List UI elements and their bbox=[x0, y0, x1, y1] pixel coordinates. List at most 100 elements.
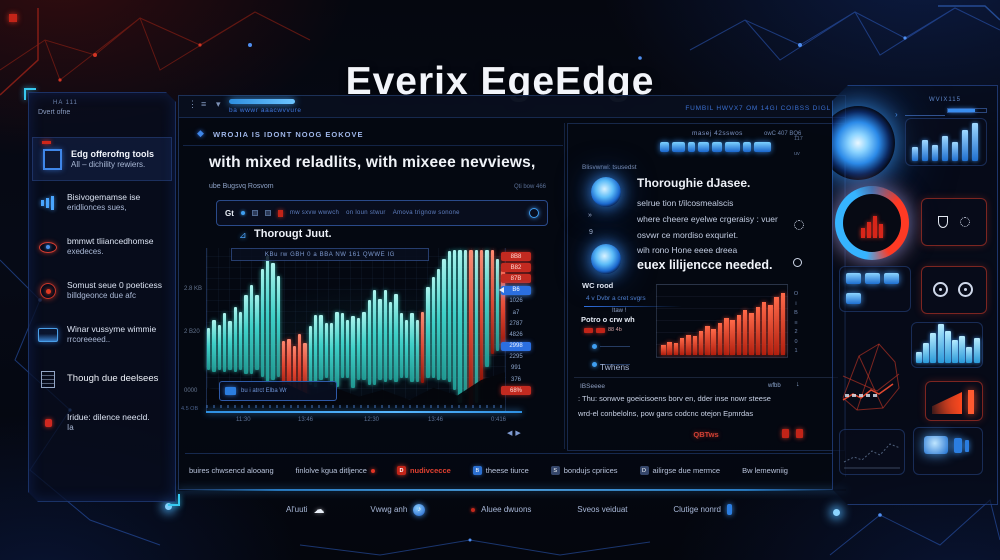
sidebar-item-line2: eridlionces sues, bbox=[67, 203, 127, 213]
glow-icon[interactable] bbox=[660, 142, 669, 152]
alert-text: QBTws bbox=[693, 430, 719, 439]
mini-section-link[interactable]: 4 v Dvbr a cret svgrs bbox=[586, 295, 646, 302]
kebab-menu-icon[interactable]: ⋮ bbox=[188, 99, 197, 109]
hud-bar bbox=[912, 147, 918, 161]
chart-bar bbox=[234, 307, 237, 372]
square-tool-icon[interactable] bbox=[265, 210, 271, 216]
legend-label: bu i atrct Elba Wr bbox=[241, 388, 287, 394]
sidebar-item-5[interactable]: Winar vussyme wimmie rrcoreeeed.. bbox=[29, 313, 175, 357]
glow-icon[interactable] bbox=[712, 142, 722, 152]
chart-bar bbox=[218, 325, 221, 371]
chart-bar bbox=[287, 339, 290, 398]
bar bbox=[46, 198, 49, 208]
sidebar-item-1[interactable]: Edg offerofng tools All – dichility rewie… bbox=[32, 137, 172, 181]
chart-legend[interactable]: bu i atrct Elba Wr bbox=[219, 381, 337, 401]
chart-bar bbox=[475, 250, 478, 403]
frame-icon bbox=[41, 148, 63, 170]
footer-item-1[interactable]: Al'uuti ☁ bbox=[286, 503, 325, 516]
mini-chart-bars bbox=[657, 285, 787, 357]
price-label: 991 bbox=[510, 365, 521, 372]
red-wireframe-graphic bbox=[837, 336, 907, 416]
square-tool-icon[interactable] bbox=[252, 210, 258, 216]
footer-item-3[interactable]: Aluee dwuons bbox=[471, 505, 531, 514]
toolbar-mini-text[interactable]: mw sxvw wwwch bbox=[289, 210, 340, 216]
candlestick-chart[interactable] bbox=[206, 248, 506, 411]
tab-2[interactable]: finlolve kgua ditljence bbox=[296, 466, 375, 475]
scale-mark: 1 bbox=[794, 348, 798, 354]
detail-line: where cheere eyelwe crgeraisy : vuer bbox=[637, 214, 778, 224]
sidebar-item-7[interactable]: Iridue: dilence neecld. Ia bbox=[29, 401, 175, 445]
red-flag-icon[interactable] bbox=[782, 429, 789, 438]
chart-bar bbox=[378, 299, 381, 381]
mini-bar bbox=[737, 315, 742, 355]
toolbar-mini-text[interactable]: Amova trignow sonone bbox=[392, 210, 460, 216]
mini-bar bbox=[762, 302, 767, 355]
dial-icon bbox=[933, 282, 948, 297]
glow-icon[interactable] bbox=[754, 142, 771, 152]
sidebar-item-label: Though due deelsees bbox=[67, 373, 158, 386]
circle-tool-icon[interactable] bbox=[529, 208, 539, 218]
hud-skyline-chart bbox=[911, 322, 983, 368]
gear-icon bbox=[960, 217, 970, 227]
sidebar-item-label: Winar vussyme wimmie rrcoreeeed.. bbox=[67, 324, 156, 346]
hud-bar bbox=[962, 130, 968, 161]
mini-bar bbox=[661, 345, 666, 355]
glow-icon[interactable] bbox=[698, 142, 709, 152]
footer-label: Sveos veiduat bbox=[577, 505, 628, 514]
hud-progress-bar bbox=[947, 108, 987, 113]
hud-red-eq-panel bbox=[925, 381, 983, 421]
sidebar-item-6[interactable]: Though due deelsees bbox=[29, 357, 175, 401]
chart-bar bbox=[239, 312, 242, 371]
price-label: 68% bbox=[501, 386, 531, 395]
sidebar-item-4[interactable]: Somust seue 0 poeticess billdgeonce due a… bbox=[29, 269, 175, 313]
footer-item-5[interactable]: Clutige nonrd bbox=[673, 504, 732, 515]
next-arrow-icon[interactable]: ▶ bbox=[515, 430, 524, 437]
sidebar-item-line1: Somust seue 0 poeticess bbox=[67, 279, 162, 290]
footer-label: Al'uuti bbox=[286, 505, 308, 514]
hud-line-chart bbox=[839, 429, 905, 475]
mini-bar bbox=[680, 338, 685, 355]
glow-block-icon bbox=[865, 273, 880, 284]
blue-dot-icon[interactable] bbox=[241, 211, 245, 215]
hamburger-menu-icon[interactable]: ≡ bbox=[201, 99, 207, 109]
caret-down-icon[interactable]: ▾ bbox=[216, 99, 221, 109]
chart-bar bbox=[469, 250, 472, 406]
sidebar-item-2[interactable]: Bisivogemamse ise eridlionces sues, bbox=[29, 181, 175, 225]
glow-icon[interactable] bbox=[672, 142, 685, 152]
glow-icon[interactable] bbox=[688, 142, 695, 152]
bar bbox=[41, 200, 44, 206]
toolbar-mini-text[interactable]: on loun stwur bbox=[346, 210, 386, 216]
hud-bar bbox=[932, 145, 938, 161]
price-label: 4826 bbox=[509, 331, 523, 338]
chart-bar bbox=[261, 269, 264, 377]
corner-red-marker bbox=[9, 14, 17, 22]
red-mini-chart[interactable] bbox=[656, 284, 788, 358]
glow-icon[interactable] bbox=[725, 142, 740, 152]
prev-arrow-icon[interactable]: ◀ bbox=[507, 430, 516, 437]
tab-7[interactable]: Bw lemewniig bbox=[742, 466, 788, 475]
red-tool-icon[interactable] bbox=[278, 210, 283, 217]
glow-node-right bbox=[833, 509, 840, 516]
tab-label: finlolve kgua ditljence bbox=[295, 466, 367, 475]
number-glyph: 9 bbox=[589, 229, 593, 236]
scale-mark: O bbox=[793, 291, 799, 297]
chart-bar bbox=[437, 269, 440, 380]
detail-line: osvwr ce mordiso exquriet. bbox=[637, 230, 739, 240]
sidebar-item-3[interactable]: bmmwt tliiancedhomse exedeces. bbox=[29, 225, 175, 269]
red-lock-icon[interactable] bbox=[796, 429, 803, 438]
chart-bar bbox=[303, 343, 306, 398]
download-icon[interactable]: ↓ bbox=[796, 381, 800, 388]
glow-icon[interactable] bbox=[743, 142, 751, 152]
detail-sublabel: Blisvwrwi: tsusedst bbox=[582, 164, 637, 171]
badge-text: 88 4b bbox=[608, 327, 622, 333]
glow-block-icon bbox=[846, 293, 861, 304]
footer-item-2[interactable]: Vwwg anh ♪ bbox=[370, 503, 426, 516]
footer-item-4[interactable]: Sveos veiduat bbox=[577, 505, 627, 514]
tab-1[interactable]: buires chwsencd alooang bbox=[189, 466, 274, 475]
hud-blue-panel bbox=[913, 427, 983, 475]
